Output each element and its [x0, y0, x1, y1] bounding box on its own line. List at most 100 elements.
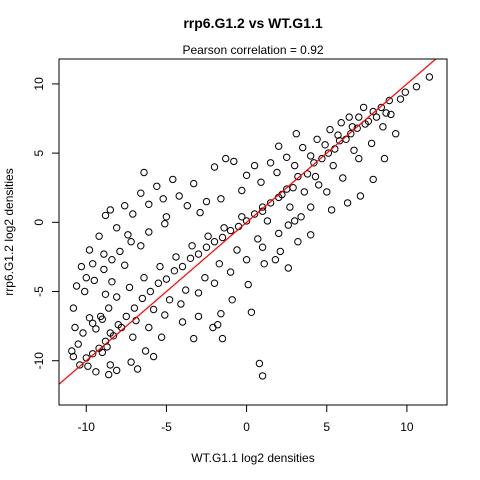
- data-point: [382, 109, 390, 117]
- data-point: [81, 287, 89, 296]
- data-point: [385, 96, 393, 105]
- data-point: [101, 290, 110, 298]
- identity-line: [59, 59, 437, 385]
- data-point: [258, 243, 267, 251]
- data-point: [121, 261, 129, 269]
- data-point: [266, 159, 275, 167]
- data-point: [230, 157, 238, 166]
- data-point: [194, 289, 203, 297]
- data-point: [177, 300, 185, 308]
- data-point: [100, 265, 108, 274]
- data-point: [313, 135, 321, 144]
- data-point: [105, 370, 113, 379]
- data-point: [318, 154, 326, 163]
- data-point: [141, 347, 150, 355]
- data-point: [297, 213, 305, 221]
- data-point: [275, 229, 283, 238]
- data-point: [283, 185, 291, 193]
- data-point: [146, 287, 155, 296]
- data-point: [307, 203, 315, 211]
- data-point: [161, 220, 169, 228]
- data-point: [108, 278, 116, 286]
- data-point: [77, 262, 86, 271]
- data-point: [109, 332, 118, 340]
- data-point: [228, 296, 236, 304]
- data-point: [169, 175, 177, 184]
- data-point: [90, 276, 99, 285]
- data-point: [329, 161, 337, 170]
- chart-title: rrp6.G1.2 vs WT.G1.1: [183, 15, 322, 31]
- data-point: [334, 131, 342, 139]
- data-point: [122, 312, 131, 321]
- data-point: [201, 274, 209, 282]
- data-point: [190, 179, 198, 188]
- data-point: [369, 107, 377, 116]
- data-point: [347, 130, 355, 138]
- y-tick-label: 0: [32, 219, 46, 226]
- data-point: [159, 195, 167, 203]
- y-axis-label: rrp6.G1.2 log2 densities: [2, 168, 16, 295]
- data-point: [186, 254, 195, 262]
- data-point: [396, 95, 405, 103]
- data-point: [89, 260, 97, 268]
- data-point: [321, 141, 329, 149]
- data-point: [153, 182, 161, 191]
- data-point: [138, 294, 147, 303]
- data-point: [315, 181, 323, 189]
- data-point: [263, 217, 272, 225]
- data-point: [255, 359, 264, 368]
- data-point: [300, 188, 308, 196]
- y-axis: -10 -5 0 5 10: [32, 77, 60, 370]
- data-point: [218, 233, 227, 242]
- data-point: [244, 280, 252, 289]
- data-point: [82, 274, 91, 282]
- data-point: [310, 159, 318, 167]
- y-tick-label: -10: [32, 352, 46, 370]
- data-point: [353, 124, 361, 132]
- data-point: [140, 274, 148, 282]
- x-axis: -10 -5 0 5 10: [78, 404, 414, 434]
- data-point: [324, 149, 333, 157]
- data-point: [284, 221, 292, 229]
- data-point: [355, 113, 363, 121]
- data-point: [401, 88, 409, 96]
- data-point: [271, 256, 280, 264]
- data-point: [286, 203, 294, 211]
- data-point: [188, 242, 196, 250]
- data-point: [178, 262, 187, 271]
- data-point: [392, 130, 400, 138]
- data-point: [367, 139, 376, 148]
- data-point: [113, 293, 121, 301]
- data-point: [121, 202, 129, 210]
- data-point: [311, 172, 320, 181]
- data-point: [380, 154, 389, 163]
- data-point: [258, 372, 267, 380]
- data-point: [348, 123, 357, 131]
- data-point: [214, 321, 222, 329]
- data-point: [372, 113, 381, 121]
- y-tick-label: 10: [32, 77, 46, 91]
- data-point: [69, 352, 78, 361]
- data-point: [210, 163, 219, 171]
- data-point: [113, 224, 121, 232]
- data-point: [105, 304, 113, 312]
- data-point: [72, 282, 81, 290]
- chart-subtitle: Pearson correlation = 0.92: [182, 43, 323, 57]
- data-point: [215, 260, 224, 268]
- data-point: [130, 304, 139, 312]
- data-point: [307, 231, 315, 239]
- data-point: [103, 343, 111, 351]
- data-point: [162, 275, 171, 283]
- data-point: [291, 217, 299, 225]
- data-point: [294, 172, 302, 181]
- data-point: [202, 197, 211, 206]
- data-point: [254, 235, 262, 243]
- data-point: [92, 368, 100, 376]
- data-point: [242, 256, 251, 264]
- data-point: [226, 268, 235, 276]
- data-point: [369, 175, 377, 184]
- data-point: [284, 264, 292, 272]
- data-point: [238, 213, 246, 221]
- data-point: [339, 174, 347, 182]
